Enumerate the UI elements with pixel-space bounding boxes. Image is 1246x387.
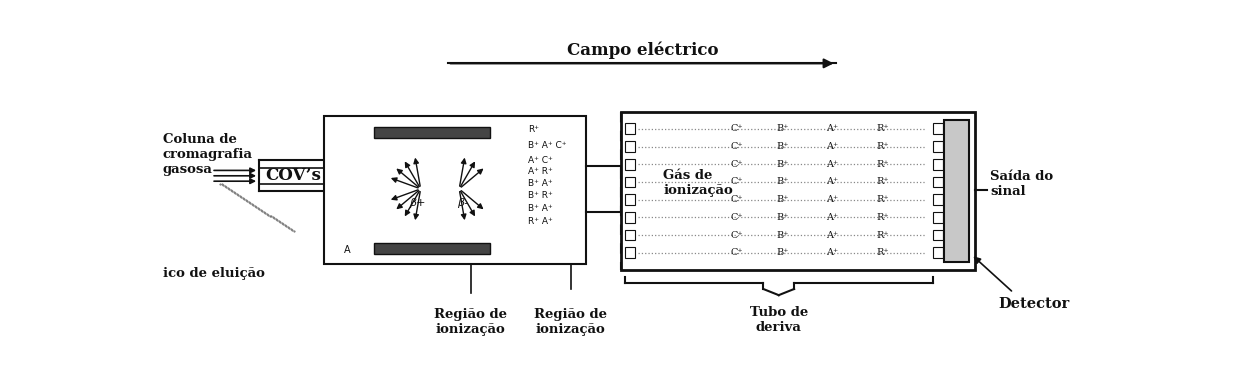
Text: A⁺: A⁺ xyxy=(826,178,839,187)
Text: B⁺ A⁺: B⁺ A⁺ xyxy=(528,179,553,188)
Text: R⁺: R⁺ xyxy=(876,213,888,222)
Bar xyxy=(933,176,943,187)
Bar xyxy=(624,247,635,258)
Text: R⁺: R⁺ xyxy=(876,178,888,187)
Text: R⁺: R⁺ xyxy=(876,231,888,240)
Text: R⁺: R⁺ xyxy=(876,124,888,134)
Text: C⁺: C⁺ xyxy=(730,142,743,151)
Text: C⁺: C⁺ xyxy=(730,124,743,134)
Text: R⁺: R⁺ xyxy=(528,125,540,134)
Bar xyxy=(624,194,635,205)
Bar xyxy=(624,159,635,170)
Text: Coluna de
cromagrafia
gasosa: Coluna de cromagrafia gasosa xyxy=(163,133,253,176)
Text: Região de
ionização: Região de ionização xyxy=(535,308,607,336)
Text: C⁺: C⁺ xyxy=(730,231,743,240)
Text: ico de eluição: ico de eluição xyxy=(163,267,264,280)
Text: B⁺: B⁺ xyxy=(776,195,789,204)
Text: B⁺: B⁺ xyxy=(776,231,789,240)
Text: R⁺: R⁺ xyxy=(876,160,888,169)
Bar xyxy=(375,243,490,253)
Text: Detector: Detector xyxy=(998,297,1069,312)
Text: Gás de
ionização: Gás de ionização xyxy=(663,169,733,197)
Text: B⁺ A⁺ C⁺: B⁺ A⁺ C⁺ xyxy=(528,140,567,149)
Text: β-: β- xyxy=(457,198,468,208)
Bar xyxy=(375,127,490,138)
Text: A⁺ C⁺: A⁺ C⁺ xyxy=(528,156,553,165)
Bar xyxy=(933,194,943,205)
Text: Campo eléctrico: Campo eléctrico xyxy=(567,41,718,59)
Text: C⁺: C⁺ xyxy=(730,160,743,169)
Text: R⁺: R⁺ xyxy=(876,248,888,257)
Text: A⁺: A⁺ xyxy=(826,124,839,134)
Bar xyxy=(933,141,943,152)
Text: B⁺: B⁺ xyxy=(776,124,789,134)
Bar xyxy=(933,230,943,240)
Bar xyxy=(624,176,635,187)
Text: B⁺ R⁺: B⁺ R⁺ xyxy=(528,190,553,200)
Text: R⁺ A⁺: R⁺ A⁺ xyxy=(528,217,553,226)
Text: A⁺: A⁺ xyxy=(826,231,839,240)
Text: B⁺: B⁺ xyxy=(776,248,789,257)
Text: B⁺: B⁺ xyxy=(776,213,789,222)
Text: R⁺: R⁺ xyxy=(876,195,888,204)
Text: C⁺: C⁺ xyxy=(730,195,743,204)
Bar xyxy=(933,212,943,223)
Text: C⁺: C⁺ xyxy=(730,178,743,187)
Text: β+: β+ xyxy=(409,198,425,208)
Text: Tubo de
deriva: Tubo de deriva xyxy=(750,306,807,334)
Text: A⁺: A⁺ xyxy=(826,195,839,204)
Text: A⁺: A⁺ xyxy=(826,160,839,169)
Bar xyxy=(944,120,969,262)
Text: B⁺: B⁺ xyxy=(776,160,789,169)
Text: COV’s: COV’s xyxy=(265,167,321,184)
Text: C⁺: C⁺ xyxy=(730,213,743,222)
Text: B⁺ A⁺: B⁺ A⁺ xyxy=(528,204,553,212)
Bar xyxy=(324,116,586,264)
Text: A⁺: A⁺ xyxy=(826,142,839,151)
Bar xyxy=(624,123,635,134)
Text: R⁺: R⁺ xyxy=(876,142,888,151)
Text: Região de
ionização: Região de ionização xyxy=(434,308,507,336)
Bar xyxy=(933,247,943,258)
Bar xyxy=(624,212,635,223)
Text: A⁺: A⁺ xyxy=(826,213,839,222)
Text: A⁺ R⁺: A⁺ R⁺ xyxy=(528,168,553,176)
Text: C⁺: C⁺ xyxy=(730,248,743,257)
Text: A: A xyxy=(344,245,351,255)
Text: A⁺: A⁺ xyxy=(826,248,839,257)
Text: B⁺: B⁺ xyxy=(776,142,789,151)
Bar xyxy=(621,112,976,270)
Bar xyxy=(933,159,943,170)
Bar xyxy=(624,141,635,152)
Text: B⁺: B⁺ xyxy=(776,178,789,187)
Bar xyxy=(624,230,635,240)
Text: Saída do
sinal: Saída do sinal xyxy=(991,170,1054,198)
Bar xyxy=(933,123,943,134)
